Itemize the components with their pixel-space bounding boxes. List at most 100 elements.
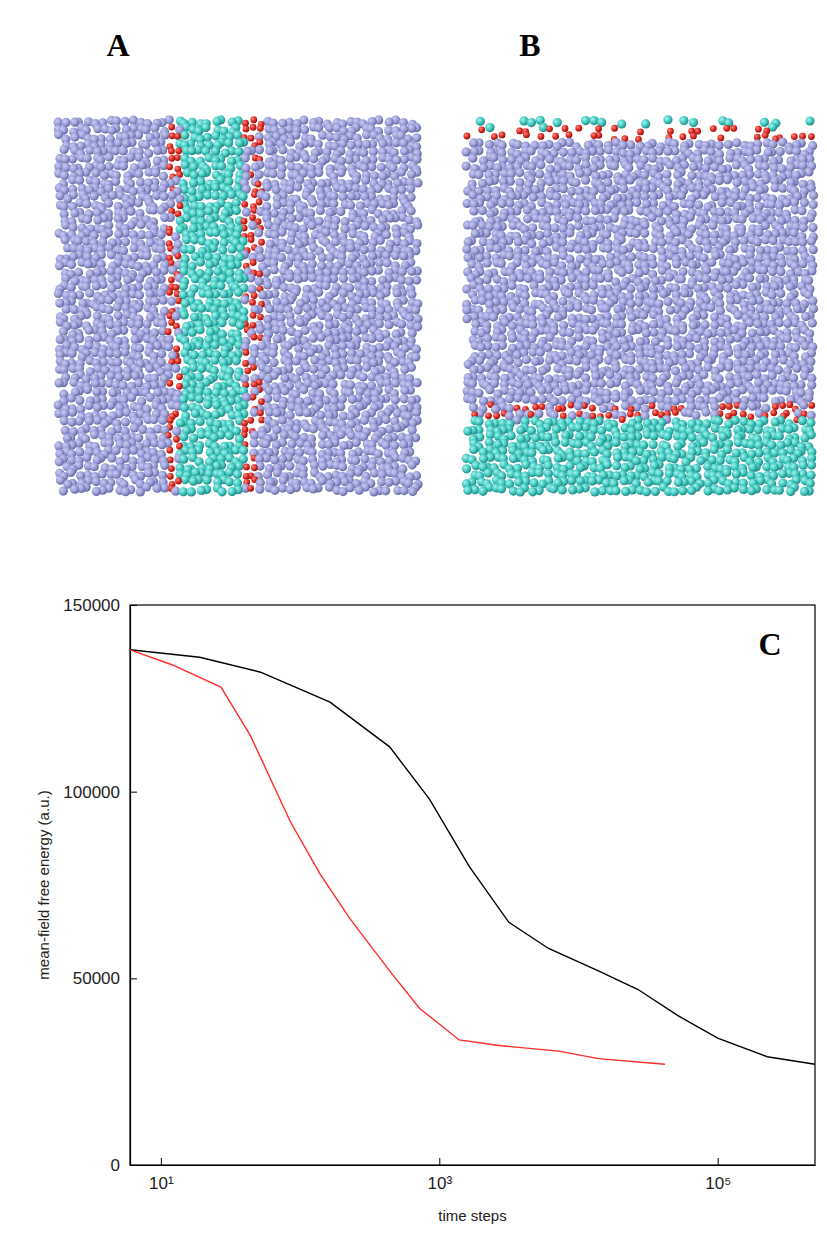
particle	[188, 328, 197, 337]
particle	[352, 327, 361, 336]
particle	[250, 116, 257, 123]
particle	[278, 415, 287, 424]
particle	[70, 132, 79, 141]
particle	[217, 318, 226, 327]
particle	[268, 169, 277, 178]
particle	[249, 214, 256, 221]
particle	[398, 267, 407, 276]
particle	[280, 386, 289, 395]
particle	[239, 192, 248, 201]
particle	[400, 365, 409, 374]
particle	[84, 326, 93, 335]
particle	[243, 349, 250, 356]
particle	[265, 146, 274, 155]
particle	[406, 184, 415, 193]
particle	[247, 417, 254, 424]
particle	[235, 321, 244, 330]
particle	[190, 235, 199, 244]
particle	[413, 314, 422, 323]
particle	[369, 147, 378, 156]
particle	[212, 388, 221, 397]
particle	[171, 364, 180, 373]
particle	[411, 305, 420, 314]
particle	[166, 163, 173, 170]
particle	[407, 290, 416, 299]
particle	[413, 378, 422, 387]
particle	[413, 178, 422, 187]
particle	[62, 305, 71, 314]
particle	[67, 260, 76, 269]
particle	[82, 199, 91, 208]
particle	[59, 327, 68, 336]
particle	[213, 117, 222, 126]
particle	[228, 244, 237, 253]
particle	[180, 131, 189, 140]
particle	[107, 284, 116, 293]
particle	[119, 246, 128, 255]
particle	[84, 259, 93, 268]
particle	[164, 342, 173, 351]
particle	[60, 235, 69, 244]
particle	[180, 403, 189, 412]
particle	[121, 417, 130, 426]
particle	[242, 360, 249, 367]
particle	[347, 192, 356, 201]
particle	[137, 220, 146, 229]
particle	[407, 206, 416, 215]
particle	[242, 120, 249, 127]
particle	[145, 364, 154, 373]
particle	[157, 230, 166, 239]
particle	[367, 334, 376, 343]
particle	[316, 333, 325, 342]
particle	[325, 253, 334, 262]
particle	[316, 206, 325, 215]
particle	[219, 289, 228, 298]
particle	[113, 358, 122, 367]
particle	[251, 292, 258, 299]
particle	[249, 299, 256, 306]
particle	[75, 396, 84, 405]
particle	[104, 295, 113, 304]
particle	[309, 424, 318, 433]
particle	[286, 318, 295, 327]
particle	[119, 162, 128, 171]
particle	[198, 169, 207, 178]
particle	[158, 184, 167, 193]
particle	[339, 288, 348, 297]
particle	[129, 243, 138, 252]
particle	[384, 320, 393, 329]
particle	[244, 367, 251, 374]
particle	[258, 398, 265, 405]
particle	[257, 409, 264, 416]
particle	[91, 168, 100, 177]
particle	[256, 253, 265, 262]
particle	[277, 170, 286, 179]
particle	[119, 146, 128, 155]
particle	[263, 280, 272, 289]
particle	[130, 423, 139, 432]
particle	[287, 214, 296, 223]
particle	[150, 328, 159, 337]
particle	[361, 221, 370, 230]
particle	[123, 275, 132, 284]
particle	[234, 288, 243, 297]
particle	[346, 370, 355, 379]
particle	[166, 380, 173, 387]
particle	[257, 125, 264, 132]
particle	[196, 417, 205, 426]
particle	[93, 333, 102, 342]
particle	[153, 388, 162, 397]
particle	[180, 310, 189, 319]
particle	[392, 288, 401, 297]
particle	[113, 303, 122, 312]
particle	[255, 277, 264, 286]
particle	[270, 209, 279, 218]
particle	[269, 349, 278, 358]
particle	[242, 207, 251, 216]
particle	[83, 385, 92, 394]
particle	[344, 259, 353, 268]
particle	[89, 191, 98, 200]
particle	[55, 261, 64, 270]
particle	[250, 364, 257, 371]
particle	[254, 228, 263, 237]
